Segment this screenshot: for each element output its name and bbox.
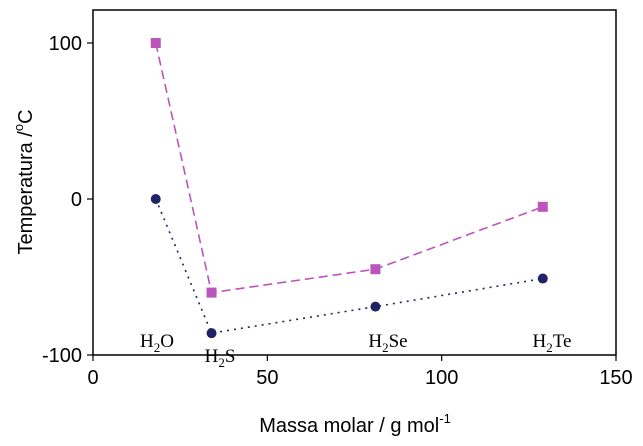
x-tick-label: 50: [256, 367, 278, 389]
series-2-point: [206, 328, 217, 339]
series-1-point: [537, 201, 548, 212]
compound-label: H2Se: [368, 331, 407, 355]
x-tick-label: 100: [425, 367, 458, 389]
y-tick-label: 0: [71, 189, 82, 211]
series-layer: [150, 38, 548, 339]
series-1-point: [150, 38, 161, 48]
y-tick-label: 100: [49, 33, 82, 55]
series-1-point: [370, 264, 381, 275]
series-2-point: [370, 301, 381, 312]
plot-area: [92, 9, 617, 356]
series-2-point: [537, 273, 548, 284]
series-2-point: [150, 194, 161, 204]
compound-label: H2O: [140, 331, 174, 355]
series-1-point: [206, 287, 217, 298]
x-tick-label: 150: [599, 367, 632, 389]
x-tick-label: 0: [87, 367, 98, 389]
y-axis-title: Temperatura /oC: [11, 109, 37, 254]
compound-label: H2Te: [533, 331, 572, 355]
compound-label: H2S: [205, 346, 236, 370]
series-1-line: [154, 42, 544, 294]
x-axis-title: Massa molar / g mol-1: [259, 411, 451, 437]
annotation-layer: H2O H2S H2Se H2Te: [140, 331, 571, 370]
y-tick-label: -100: [42, 345, 82, 367]
